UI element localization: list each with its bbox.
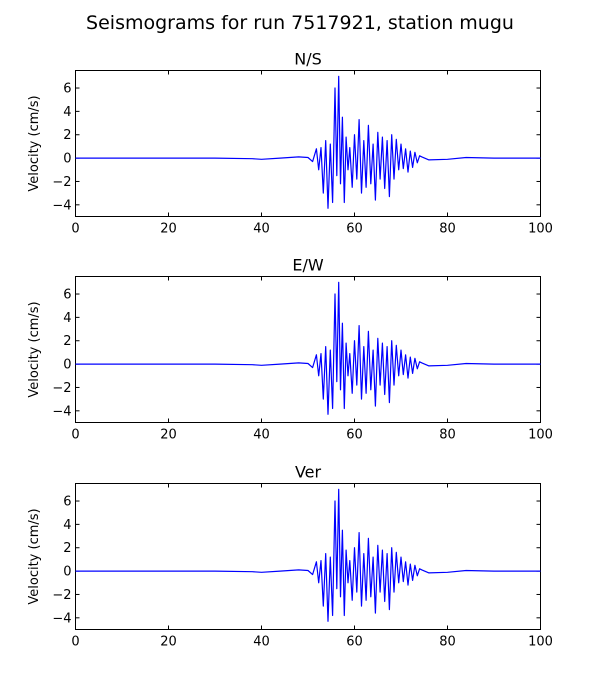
y-tick-label: 2: [63, 541, 71, 556]
x-tick-label: 60: [346, 222, 363, 237]
panel-title: N/S: [294, 50, 322, 69]
x-tick-label: 100: [528, 222, 553, 237]
x-tick-label: 100: [528, 428, 553, 443]
panel-1: E/W 0 20 40 60 80 100 −4 −2 0 2 4 6 Velocity (cm/s): [27, 256, 553, 443]
x-tick-label: 80: [439, 222, 456, 237]
y-tick-label: 4: [63, 105, 71, 120]
x-tick-label: 20: [160, 428, 177, 443]
x-tick-label: 0: [71, 428, 79, 443]
x-tick-label: 100: [528, 635, 553, 650]
y-tick-label: 4: [63, 311, 71, 326]
x-tick-label: 40: [253, 222, 270, 237]
plot-frame: [75, 276, 541, 423]
x-tick-label: 40: [253, 428, 270, 443]
plot-frame: [75, 483, 541, 630]
y-tick-label: −4: [52, 198, 71, 213]
y-axis-label: Velocity (cm/s): [27, 508, 42, 604]
panel-0: N/S 0 20 40 60 80 100 −4 −2 0 2 4 6 Velocity (cm/s): [27, 50, 553, 237]
y-axis-label: Velocity (cm/s): [27, 95, 42, 191]
panel-title: Ver: [295, 463, 322, 482]
y-tick-label: −2: [52, 588, 71, 603]
seismogram-trace: [75, 488, 541, 622]
x-tick-label: 0: [71, 222, 79, 237]
y-tick-label: 4: [63, 518, 71, 533]
y-tick-label: 0: [63, 152, 71, 167]
x-tick-label: 60: [346, 428, 363, 443]
x-tick-label: 60: [346, 635, 363, 650]
y-tick-label: 2: [63, 128, 71, 143]
x-tick-label: 20: [160, 635, 177, 650]
y-tick-label: 6: [63, 82, 71, 97]
y-tick-label: 0: [63, 565, 71, 580]
x-tick-label: 80: [439, 635, 456, 650]
y-tick-label: −4: [52, 611, 71, 626]
x-tick-label: 80: [439, 428, 456, 443]
y-tick-label: 6: [63, 495, 71, 510]
seismogram-trace: [75, 75, 541, 209]
x-tick-label: 0: [71, 635, 79, 650]
plot-frame: [75, 70, 541, 217]
x-tick-label: 20: [160, 222, 177, 237]
panel-2: Ver 0 20 40 60 80 100 −4 −2 0 2 4 6 Velocity (cm/s): [27, 463, 553, 650]
y-tick-label: −4: [52, 404, 71, 419]
y-tick-label: −2: [52, 381, 71, 396]
y-tick-label: 0: [63, 358, 71, 373]
y-tick-label: 6: [63, 288, 71, 303]
panel-title: E/W: [292, 256, 324, 275]
y-tick-label: −2: [52, 175, 71, 190]
y-axis-label: Velocity (cm/s): [27, 301, 42, 397]
y-tick-label: 2: [63, 334, 71, 349]
figure-suptitle: Seismograms for run 7517921, station mug…: [86, 12, 514, 34]
seismogram-trace: [75, 281, 541, 415]
x-tick-label: 40: [253, 635, 270, 650]
